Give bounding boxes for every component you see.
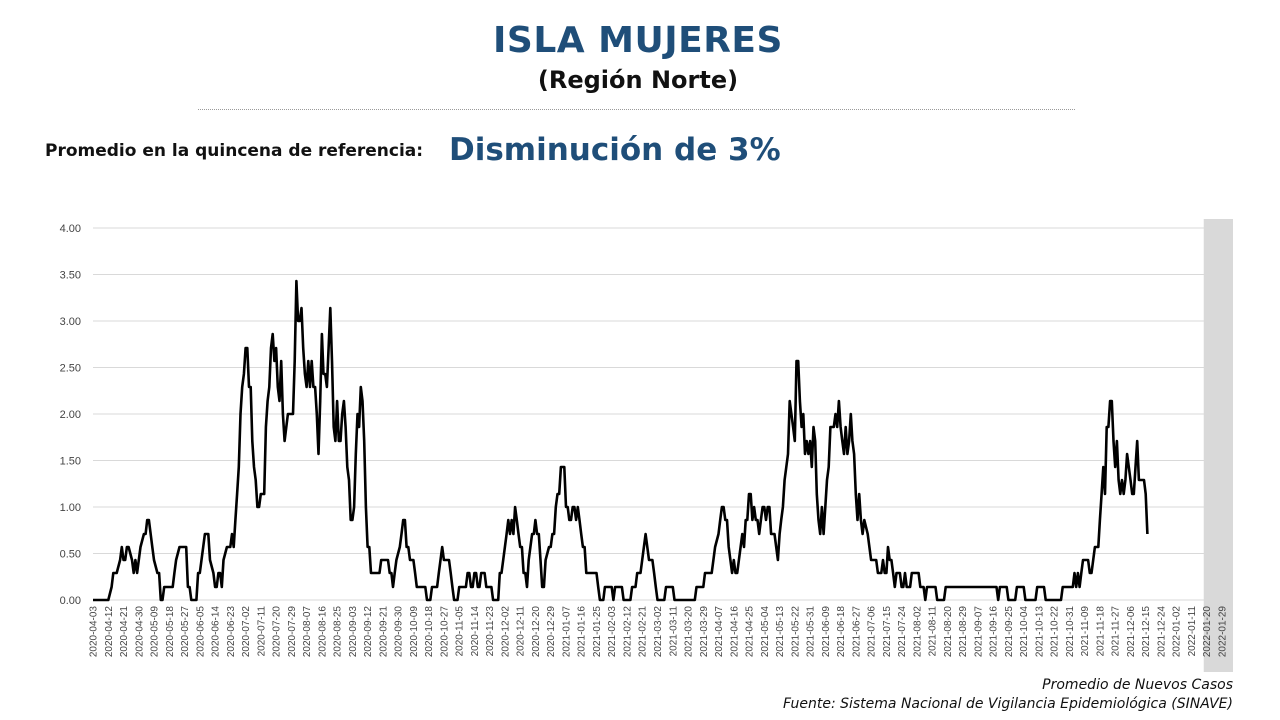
x-tick-label: 2021-12-15: [1141, 606, 1152, 658]
x-tick-label: 2021-10-22: [1050, 606, 1061, 658]
x-tick-label: 2021-05-13: [775, 606, 786, 658]
y-tick-label: 0.00: [60, 595, 81, 607]
x-tick-label: 2021-05-22: [790, 606, 801, 658]
x-tick-label: 2020-12-20: [531, 606, 542, 658]
x-tick-label: 2021-08-29: [958, 606, 969, 658]
x-tick-label: 2021-11-09: [1080, 606, 1091, 657]
x-tick-label: 2020-09-03: [348, 606, 359, 658]
x-tick-label: 2022-01-02: [1172, 606, 1183, 658]
x-tick-label: 2020-07-29: [287, 606, 298, 658]
x-tick-label: 2021-05-04: [760, 606, 771, 658]
x-tick-label: 2020-04-12: [104, 606, 115, 658]
x-tick-label: 2020-07-20: [272, 606, 283, 658]
x-tick-label: 2021-12-06: [1126, 606, 1137, 658]
x-tick-label: 2021-07-15: [882, 606, 893, 658]
series-label: Promedio de Nuevos Casos: [1042, 677, 1233, 693]
x-tick-label: 2020-04-30: [134, 606, 145, 658]
x-tick-label: 2021-10-13: [1034, 606, 1045, 658]
x-tick-label: 2021-03-11: [668, 606, 679, 657]
x-tick-label: 2021-10-31: [1065, 606, 1076, 658]
shaded-period: [1203, 219, 1233, 672]
x-tick-label: 2020-11-23: [485, 606, 496, 657]
x-tick-label: 2021-06-27: [851, 606, 862, 658]
x-tick-label: 2020-12-11: [516, 606, 527, 657]
x-tick-label: 2021-03-20: [684, 606, 695, 658]
x-tick-label: 2020-09-21: [378, 606, 389, 658]
y-tick-label: 2.50: [60, 363, 81, 375]
x-tick-label: 2021-06-18: [836, 606, 847, 658]
x-tick-label: 2020-05-27: [180, 606, 191, 658]
x-tick-label: 2020-04-03: [89, 606, 100, 658]
x-tick-label: 2021-11-27: [1111, 606, 1122, 657]
x-tick-label: 2021-09-07: [973, 606, 984, 658]
x-tick-label: 2021-04-16: [729, 606, 740, 658]
x-tick-label: 2020-08-16: [317, 606, 328, 658]
x-tick-label: 2021-04-25: [745, 606, 756, 658]
x-tick-label: 2020-06-23: [226, 606, 237, 658]
x-tick-label: 2020-09-12: [363, 606, 374, 658]
x-tick-label: 2021-01-07: [561, 606, 572, 658]
x-tick-label: 2020-12-02: [500, 606, 511, 658]
x-tick-label: 2021-05-31: [806, 606, 817, 658]
x-tick-label: 2020-10-27: [439, 606, 450, 658]
source-note: Fuente: Sistema Nacional de Vigilancia E…: [783, 696, 1233, 712]
x-tick-label: 2022-01-11: [1187, 606, 1198, 657]
y-tick-label: 1.00: [60, 502, 81, 514]
x-tick-label: 2020-11-05: [455, 606, 466, 657]
line-chart: 0.00 0.50 1.00 1.50 2.00 2.50 3.00 3.50 4.00 2020…: [60, 219, 1233, 672]
x-tick-label: 2020-06-05: [195, 606, 206, 658]
x-tick-label: 2020-05-18: [165, 606, 176, 658]
x-tick-label: 2021-02-12: [622, 606, 633, 658]
x-tick-label: 2020-10-09: [409, 606, 420, 658]
x-tick-label: 2020-09-30: [394, 606, 405, 658]
x-tick-label: 2021-03-02: [653, 606, 664, 658]
y-tick-label: 0.50: [60, 549, 81, 561]
x-tick-label: 2020-04-21: [119, 606, 130, 658]
y-tick-label: 3.50: [60, 270, 81, 282]
x-tick-label: 2021-12-24: [1156, 606, 1167, 658]
x-tick-label: 2021-01-16: [577, 606, 588, 658]
x-tick-label: 2021-08-02: [912, 606, 923, 658]
x-tick-label: 2020-11-14: [470, 606, 481, 657]
x-tick-label: 2020-08-25: [333, 606, 344, 658]
page-title: ISLA MUJERES: [493, 20, 783, 61]
y-tick-label: 3.00: [60, 316, 81, 328]
series-line: [93, 279, 1149, 602]
reference-label: Promedio en la quincena de referencia:: [45, 141, 424, 161]
page-subtitle: (Región Norte): [537, 66, 739, 94]
x-tick-label: 2021-09-25: [1004, 606, 1015, 658]
x-tick-label: 2021-11-18: [1095, 606, 1106, 657]
x-tick-label: 2020-10-18: [424, 606, 435, 658]
x-tick-label: 2020-12-29: [546, 606, 557, 658]
x-tick-label: 2021-06-09: [821, 606, 832, 658]
x-tick-label: 2021-08-20: [943, 606, 954, 658]
x-tick-label: 2020-05-09: [150, 606, 161, 658]
y-tick-label: 1.50: [60, 456, 81, 468]
x-tick-label: 2021-07-24: [897, 606, 908, 658]
x-tick-label: 2021-03-29: [699, 606, 710, 658]
x-tick-label: 2021-09-16: [989, 606, 1000, 658]
x-tick-label: 2020-08-07: [302, 606, 313, 658]
y-tick-label: 4.00: [60, 223, 81, 235]
y-tick-label: 2.00: [60, 409, 81, 421]
x-tick-label: 2020-06-14: [211, 606, 222, 658]
title-divider: [198, 109, 1075, 110]
x-tick-label: 2020-07-11: [256, 606, 267, 657]
x-tick-label: 2021-08-11: [928, 606, 939, 657]
x-tick-label: 2021-04-07: [714, 606, 725, 658]
x-tick-label: 2021-02-21: [638, 606, 649, 658]
x-tick-label: 2022-01-20: [1202, 606, 1213, 658]
x-tick-label: 2021-01-25: [592, 606, 603, 658]
x-tick-label: 2022-01-29: [1218, 606, 1229, 658]
x-tick-label: 2021-10-04: [1019, 606, 1030, 658]
x-tick-label: 2020-07-02: [241, 606, 252, 658]
x-tick-label: 2021-02-03: [607, 606, 618, 658]
x-tick-label: 2021-07-06: [867, 606, 878, 658]
reference-value: Disminución de 3%: [449, 132, 781, 168]
